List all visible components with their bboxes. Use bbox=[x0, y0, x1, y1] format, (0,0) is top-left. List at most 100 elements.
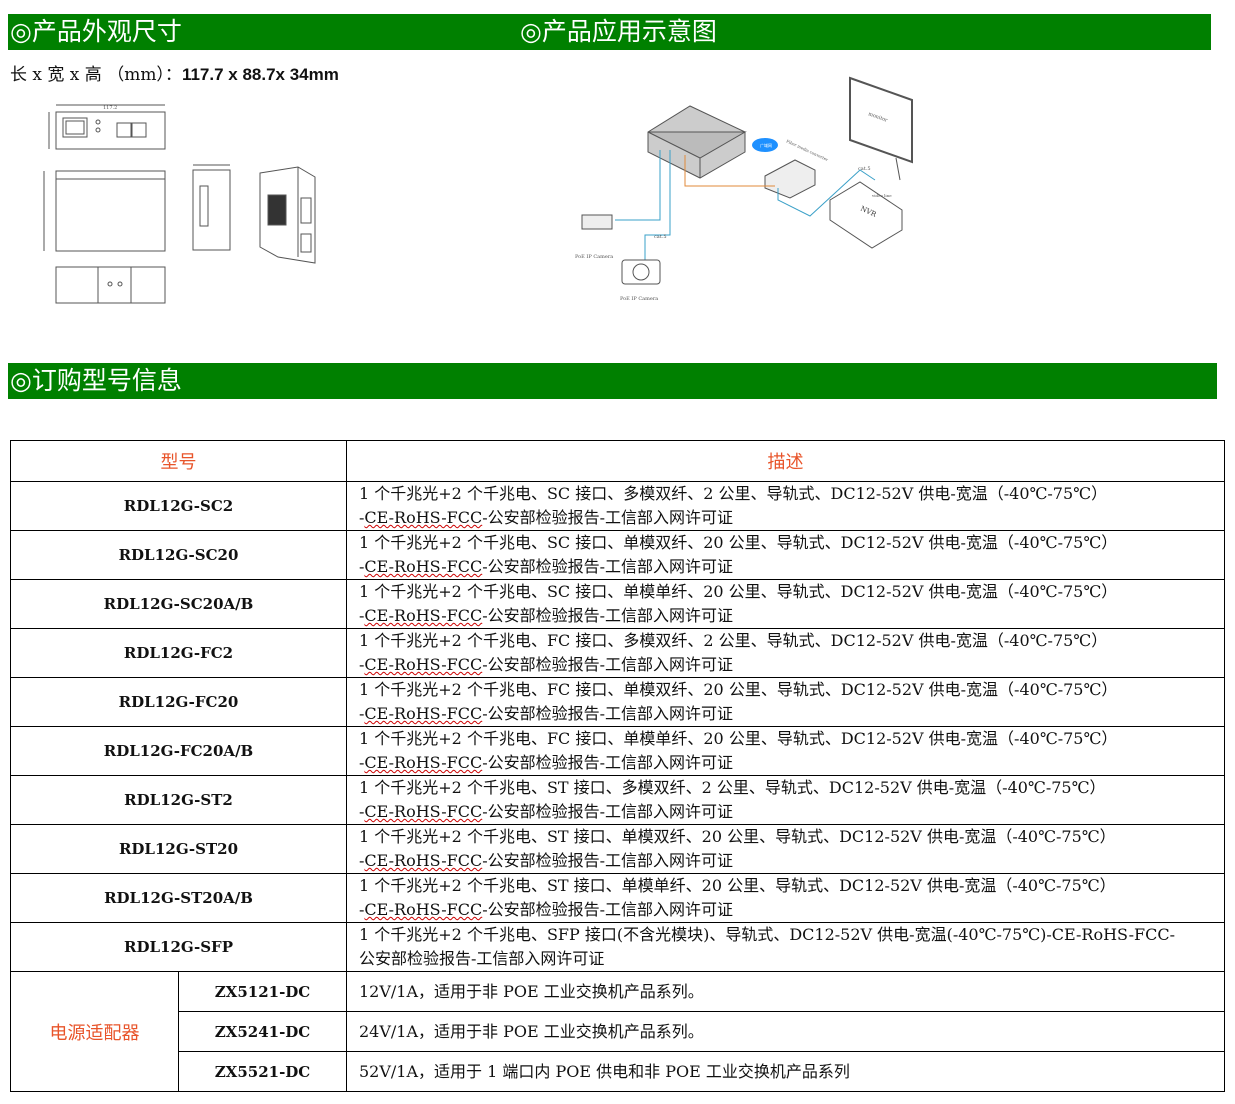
dash: - bbox=[359, 704, 365, 723]
camera-icon bbox=[581, 214, 613, 230]
description-line-2: -CE-RoHS-FCC-公安部检验报告-工信部入网许可证 bbox=[359, 653, 1224, 677]
cert-rest: -公安部检验报告-工信部入网许可证 bbox=[482, 753, 734, 772]
description-cell: 1 个千兆光+2 个千兆电、ST 接口、单模双纤、20 公里、导轨式、DC12-… bbox=[346, 824, 1225, 874]
svg-text:video line: video line bbox=[871, 193, 892, 198]
dash: - bbox=[359, 851, 365, 870]
header-description: 描述 bbox=[346, 440, 1225, 482]
table-row: RDL12G-SFP 1 个千兆光+2 个千兆电、SFP 接口(不含光模块)、导… bbox=[10, 922, 1225, 972]
description-line-1: 1 个千兆光+2 个千兆电、SFP 接口(不含光模块)、导轨式、DC12-52V… bbox=[359, 925, 1176, 944]
description-line-2: -CE-RoHS-FCC-公安部检验报告-工信部入网许可证 bbox=[359, 849, 1224, 873]
description-line-1: 1 个千兆光+2 个千兆电、FC 接口、多模双纤、2 公里、导轨式、DC12-5… bbox=[359, 631, 1108, 650]
model-cell: RDL12G-ST20 bbox=[10, 824, 347, 874]
table-row: RDL12G-FC20 1 个千兆光+2 个千兆电、FC 接口、单模双纤、20 … bbox=[10, 677, 1225, 727]
description-line-1: 1 个千兆光+2 个千兆电、FC 接口、单模单纤、20 公里、导轨式、DC12-… bbox=[359, 729, 1118, 748]
model-cell: RDL12G-ST2 bbox=[10, 775, 347, 825]
model-cell: RDL12G-SC2 bbox=[10, 481, 347, 531]
description-cell: 1 个千兆光+2 个千兆电、ST 接口、多模双纤、2 公里、导轨式、DC12-5… bbox=[346, 775, 1225, 825]
model-cell: ZX5521-DC bbox=[178, 1051, 347, 1092]
description-cell: 1 个千兆光+2 个千兆电、SC 接口、单模单纤、20 公里、导轨式、DC12-… bbox=[346, 579, 1225, 629]
cert-text: CE-RoHS-FCC bbox=[364, 508, 483, 527]
dash: - bbox=[359, 606, 365, 625]
dash: - bbox=[359, 557, 365, 576]
table-row: RDL12G-ST20 1 个千兆光+2 个千兆电、ST 接口、单模双纤、20 … bbox=[10, 824, 1225, 874]
camera-label-1: PoE IP Camera bbox=[575, 254, 613, 260]
cert-text: CE-RoHS-FCC bbox=[364, 557, 483, 576]
cert-rest: -公安部检验报告-工信部入网许可证 bbox=[482, 508, 734, 527]
table-row: ZX5241-DC 24V/1A，适用于非 POE 工业交换机产品系列。 bbox=[11, 1011, 1225, 1052]
header-model: 型号 bbox=[10, 440, 347, 482]
table-row: RDL12G-ST2 1 个千兆光+2 个千兆电、ST 接口、多模双纤、2 公里… bbox=[10, 775, 1225, 825]
description-line-1: 1 个千兆光+2 个千兆电、SC 接口、多模双纤、2 公里、导轨式、DC12-5… bbox=[359, 484, 1108, 503]
cert-rest: -公安部检验报告-工信部入网许可证 bbox=[482, 704, 734, 723]
description-cell: 1 个千兆光+2 个千兆电、ST 接口、单模单纤、20 公里、导轨式、DC12-… bbox=[346, 873, 1225, 923]
model-cell: RDL12G-FC2 bbox=[10, 628, 347, 678]
dash: - bbox=[359, 900, 365, 919]
camera-label-2: PoE IP Camera bbox=[620, 296, 658, 302]
model-cell: RDL12G-SC20A/B bbox=[10, 579, 347, 629]
cert-text: CE-RoHS-FCC bbox=[364, 655, 483, 674]
cert-text: CE-RoHS-FCC bbox=[364, 851, 483, 870]
table-row: RDL12G-ST20A/B 1 个千兆光+2 个千兆电、ST 接口、单模单纤、… bbox=[10, 873, 1225, 923]
side-view bbox=[192, 169, 231, 251]
description-cell: 1 个千兆光+2 个千兆电、SFP 接口(不含光模块)、导轨式、DC12-52V… bbox=[346, 922, 1225, 972]
description-line-2: -CE-RoHS-FCC-公安部检验报告-工信部入网许可证 bbox=[359, 555, 1224, 579]
dash: - bbox=[359, 655, 365, 674]
description-line-1: 1 个千兆光+2 个千兆电、SC 接口、单模单纤、20 公里、导轨式、DC12-… bbox=[359, 582, 1118, 601]
description-line-1: 1 个千兆光+2 个千兆电、ST 接口、单模双纤、20 公里、导轨式、DC12-… bbox=[359, 827, 1116, 846]
cert-rest: -公安部检验报告-工信部入网许可证 bbox=[482, 606, 734, 625]
table-row: RDL12G-SC2 1 个千兆光+2 个千兆电、SC 接口、多模双纤、2 公里… bbox=[10, 481, 1225, 531]
description-line-2: -CE-RoHS-FCC-公安部检验报告-工信部入网许可证 bbox=[359, 702, 1224, 726]
section-title-application: ◎产品应用示意图 bbox=[520, 17, 717, 46]
cert-text: CE-RoHS-FCC bbox=[364, 802, 483, 821]
dash: - bbox=[359, 802, 365, 821]
description-cell: 1 个千兆光+2 个千兆电、FC 接口、单模单纤、20 公里、导轨式、DC12-… bbox=[346, 726, 1225, 776]
cert-rest: -公安部检验报告-工信部入网许可证 bbox=[482, 557, 734, 576]
section-bar-ordering: ◎订购型号信息 bbox=[8, 363, 1217, 399]
cert-rest: -公安部检验报告-工信部入网许可证 bbox=[482, 802, 734, 821]
section-title-dimensions: ◎产品外观尺寸 bbox=[10, 17, 182, 46]
cert-rest: 公安部检验报告-工信部入网许可证 bbox=[359, 949, 605, 968]
description-cell: 52V/1A，适用于 1 端口内 POE 供电和非 POE 工业交换机产品系列 bbox=[346, 1051, 1225, 1092]
model-cell: RDL12G-SC20 bbox=[10, 530, 347, 580]
description-cell: 1 个千兆光+2 个千兆电、SC 接口、多模双纤、2 公里、导轨式、DC12-5… bbox=[346, 481, 1225, 531]
description-line-2: -CE-RoHS-FCC-公安部检验报告-工信部入网许可证 bbox=[359, 751, 1224, 775]
dimensions-value: 117.7 x 88.7x 34mm bbox=[181, 65, 339, 84]
table-row: 电源适配器 ZX5121-DC 12V/1A，适用于非 POE 工业交换机产品系… bbox=[10, 971, 1225, 1092]
nvr-icon bbox=[829, 181, 903, 249]
model-cell: ZX5241-DC bbox=[178, 1011, 347, 1052]
description-line-2: -CE-RoHS-FCC-公安部检验报告-工信部入网许可证 bbox=[359, 800, 1224, 824]
description-line-1: 1 个千兆光+2 个千兆电、FC 接口、单模双纤、20 公里、导轨式、DC12-… bbox=[359, 680, 1118, 699]
description-line-1: 1 个千兆光+2 个千兆电、ST 接口、单模单纤、20 公里、导轨式、DC12-… bbox=[359, 876, 1116, 895]
model-cell: RDL12G-ST20A/B bbox=[10, 873, 347, 923]
cert-text: CE-RoHS-FCC bbox=[364, 900, 483, 919]
power-adapter-label: 电源适配器 bbox=[10, 971, 179, 1092]
section-bar-dimensions: ◎产品外观尺寸 ◎产品应用示意图 bbox=[8, 14, 1211, 50]
model-cell: RDL12G-SFP bbox=[10, 922, 347, 972]
cert-rest: -公安部检验报告-工信部入网许可证 bbox=[482, 655, 734, 674]
dash: - bbox=[359, 508, 365, 527]
cert-text: CE-RoHS-FCC bbox=[364, 704, 483, 723]
dash: - bbox=[359, 753, 365, 772]
model-cell: ZX5121-DC bbox=[178, 971, 347, 1012]
svg-text:cat.5: cat.5 bbox=[858, 166, 871, 172]
description-line-1: 1 个千兆光+2 个千兆电、SC 接口、单模双纤、20 公里、导轨式、DC12-… bbox=[359, 533, 1118, 552]
front-view bbox=[55, 111, 166, 150]
description-line-1: 1 个千兆光+2 个千兆电、ST 接口、多模双纤、2 公里、导轨式、DC12-5… bbox=[359, 778, 1106, 797]
camera-icon-2 bbox=[621, 259, 661, 285]
model-cell: RDL12G-FC20A/B bbox=[10, 726, 347, 776]
media-converter-icon bbox=[764, 159, 816, 199]
ordering-table: 型号 描述 RDL12G-SC2 1 个千兆光+2 个千兆电、SC 接口、多模双… bbox=[10, 440, 1225, 1092]
section-title-ordering: ◎订购型号信息 bbox=[10, 366, 182, 395]
dimension-drawings: 117.2 bbox=[43, 104, 316, 304]
description-line-2: -CE-RoHS-FCC-公安部检验报告-工信部入网许可证 bbox=[359, 506, 1224, 530]
description-line-2: 公安部检验报告-工信部入网许可证 bbox=[359, 947, 1224, 971]
description-cell: 1 个千兆光+2 个千兆电、SC 接口、单模双纤、20 公里、导轨式、DC12-… bbox=[346, 530, 1225, 580]
svg-text:广域网: 广域网 bbox=[760, 142, 772, 148]
table-row: RDL12G-SC20 1 个千兆光+2 个千兆电、SC 接口、单模双纤、20 … bbox=[10, 530, 1225, 580]
description-cell: 12V/1A，适用于非 POE 工业交换机产品系列。 bbox=[346, 971, 1225, 1012]
cert-rest: -公安部检验报告-工信部入网许可证 bbox=[482, 851, 734, 870]
table-row: RDL12G-FC20A/B 1 个千兆光+2 个千兆电、FC 接口、单模单纤、… bbox=[10, 726, 1225, 776]
cloud-icon bbox=[752, 138, 778, 152]
cable-label: cat.5 bbox=[654, 234, 667, 240]
description-cell: 24V/1A，适用于非 POE 工业交换机产品系列。 bbox=[346, 1011, 1225, 1052]
